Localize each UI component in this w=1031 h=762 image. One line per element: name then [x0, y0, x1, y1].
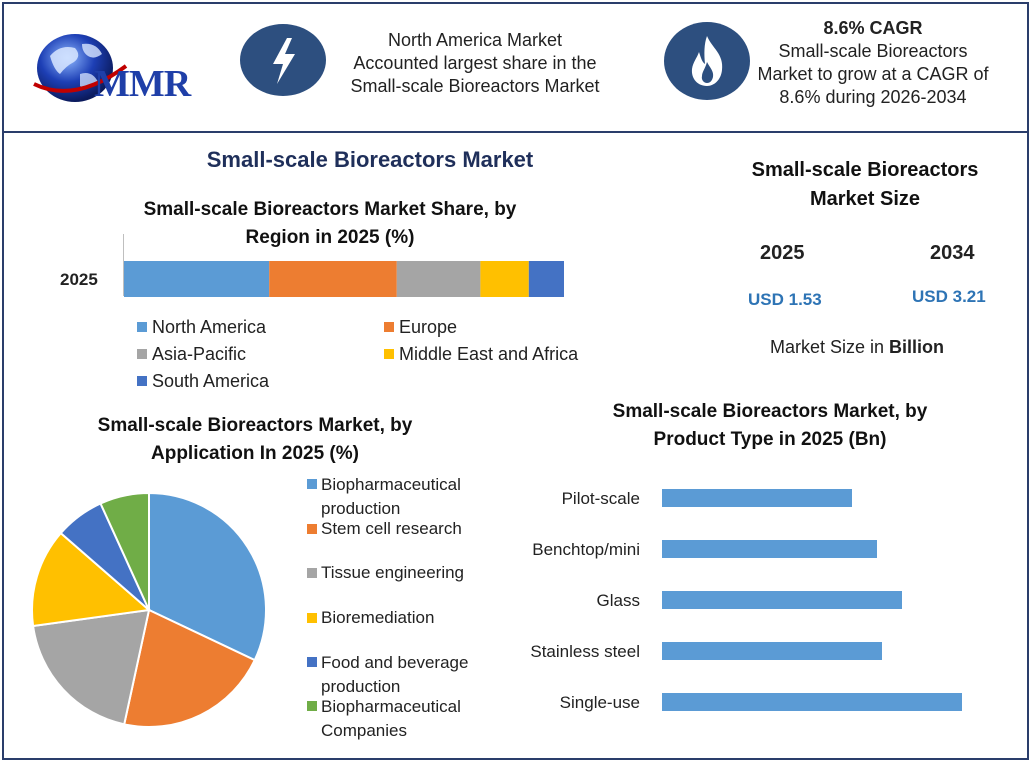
region-category-label: 2025: [60, 270, 98, 289]
legend-biopharma-production: Biopharmaceutical production: [321, 473, 461, 521]
pie-slice-biopharmaceutical-companies: [99, 491, 150, 611]
header-divider: [4, 131, 1027, 133]
market-size-title-line-1: Small-scale Bioreactors: [751, 159, 979, 181]
legend-swatch-mea: [384, 349, 394, 359]
product-title-line-1: Small-scale Bioreactors Market, by: [612, 401, 928, 422]
legend-bioremediation: Bioremediation: [321, 608, 435, 627]
legend-food-beverage-line-1: Food and beverage: [321, 653, 469, 672]
product-chart-title: Small-scale Bioreactors Market, by Produ…: [555, 398, 985, 454]
legend-tissue-engineering: Tissue engineering: [321, 563, 465, 582]
product-bar-single-use: [662, 693, 962, 711]
market-size-note-unit: Billion: [889, 337, 945, 357]
pie-slice-stem-cell-research: [123, 608, 257, 728]
product-tick-label-benchtop-mini: Benchtop/mini: [532, 540, 640, 559]
legend-food-beverage-line-2: production: [321, 677, 401, 696]
legend-swatch-bioremediation: [307, 613, 317, 623]
application-title-line-1: Small-scale Bioreactors Market, by: [97, 415, 413, 436]
market-size-value-2034: USD 3.21: [912, 287, 986, 306]
pie-slice-biopharmaceutical-production: [148, 491, 267, 662]
legend-swatch-europe: [384, 322, 394, 332]
application-pie-chart: [31, 491, 267, 728]
region-bar-segment-north-america: [124, 261, 270, 297]
legend-biopharma-companies-line-1: Biopharmaceutical: [321, 697, 461, 716]
product-tick-label-stainless-steel: Stainless steel: [530, 642, 640, 661]
legend-biopharma-production-line-2: production: [321, 499, 401, 518]
cagr-line-3: 8.6% during 2026-2034: [779, 87, 967, 107]
legend-europe: Europe: [399, 317, 458, 337]
application-title-line-2: Application In 2025 (%): [151, 443, 359, 464]
callout-line-3: Small-scale Bioreactors Market: [350, 76, 600, 96]
product-tick-label-single-use: Single-use: [560, 693, 640, 712]
legend-food-beverage: Food and beverage production: [321, 651, 468, 699]
legend-stem-cell: Stem cell research: [321, 519, 462, 538]
pie-slice-tissue-engineering: [31, 608, 151, 726]
region-bar-segment-europe: [269, 261, 397, 297]
cagr-callout: 8.6% CAGR Small-scale Bioreactors Market…: [748, 17, 998, 109]
legend-swatch-biopharma-companies: [307, 701, 317, 711]
legend-south-america: South America: [152, 371, 270, 391]
product-title-line-2: Product Type in 2025 (Bn): [653, 429, 887, 450]
lightning-icon-badge: [240, 24, 326, 96]
cagr-heading: 8.6% CAGR: [823, 18, 923, 38]
market-size-title: Small-scale Bioreactors Market Size: [730, 156, 1000, 214]
region-bar-segment-south-america: [528, 261, 564, 297]
region-bar-segment-asia-pacific: [396, 261, 481, 297]
legend-swatch-tissue-engineering: [307, 568, 317, 578]
legend-swatch-stem-cell: [307, 524, 317, 534]
pie-slice-bioremediation: [31, 531, 152, 628]
market-size-note: Market Size in Billion: [770, 337, 944, 358]
legend-swatch-food-beverage: [307, 657, 317, 667]
mmr-logo: MMR: [30, 26, 210, 106]
market-size-title-line-2: Market Size: [809, 188, 921, 210]
product-bar-glass: [662, 591, 902, 609]
region-axis-line: [123, 234, 124, 296]
product-tick-label-glass: Glass: [597, 591, 640, 610]
region-stacked-bar: [124, 261, 564, 297]
cagr-line-2: Market to grow at a CAGR of: [757, 64, 989, 84]
legend-biopharma-companies: Biopharmaceutical Companies: [321, 695, 461, 743]
region-title-line-1: Small-scale Bioreactors Market Share, by: [143, 199, 517, 220]
lightning-bolt-icon: [273, 38, 295, 84]
flame-icon: [691, 36, 723, 86]
globe-icon: [33, 34, 128, 102]
application-chart-title: Small-scale Bioreactors Market, by Appli…: [40, 412, 470, 468]
legend-mea: Middle East and Africa: [399, 344, 579, 364]
legend-biopharma-companies-line-2: Companies: [321, 721, 407, 740]
legend-swatch-south-america: [137, 376, 147, 386]
callout-line-1: North America Market: [387, 30, 563, 50]
legend-swatch-biopharma-production: [307, 479, 317, 489]
product-bar-pilot-scale: [662, 489, 852, 507]
legend-asia-pacific: Asia-Pacific: [152, 344, 247, 364]
flame-icon-badge: [664, 22, 750, 100]
market-size-note-prefix: Market Size in: [770, 337, 890, 357]
region-title-line-2: Region in 2025 (%): [245, 227, 415, 248]
region-bar-segment-middle-east-and-africa: [480, 261, 529, 297]
north-america-callout: North America Market Accounted largest s…: [330, 29, 620, 98]
callout-line-2: Accounted largest share in the: [353, 53, 597, 73]
product-bar-benchtop-mini: [662, 540, 877, 558]
main-title: Small-scale Bioreactors Market: [206, 147, 534, 172]
market-size-value-2025: USD 1.53: [748, 290, 822, 309]
legend-north-america: North America: [152, 317, 267, 337]
logo-text: MMR: [94, 63, 191, 105]
legend-biopharma-production-line-1: Biopharmaceutical: [321, 475, 461, 494]
product-tick-label-pilot-scale: Pilot-scale: [562, 489, 640, 508]
market-size-year-2025: 2025: [760, 242, 805, 264]
product-bar-chart: Pilot-scale Benchtop/mini Glass Stainless s…: [530, 489, 962, 712]
legend-swatch-north-america: [137, 322, 147, 332]
region-chart-title: Small-scale Bioreactors Market Share, by…: [100, 196, 560, 252]
legend-swatch-asia-pacific: [137, 349, 147, 359]
market-size-year-2034: 2034: [930, 242, 975, 264]
cagr-line-1: Small-scale Bioreactors: [778, 41, 968, 61]
product-bar-stainless-steel: [662, 642, 882, 660]
